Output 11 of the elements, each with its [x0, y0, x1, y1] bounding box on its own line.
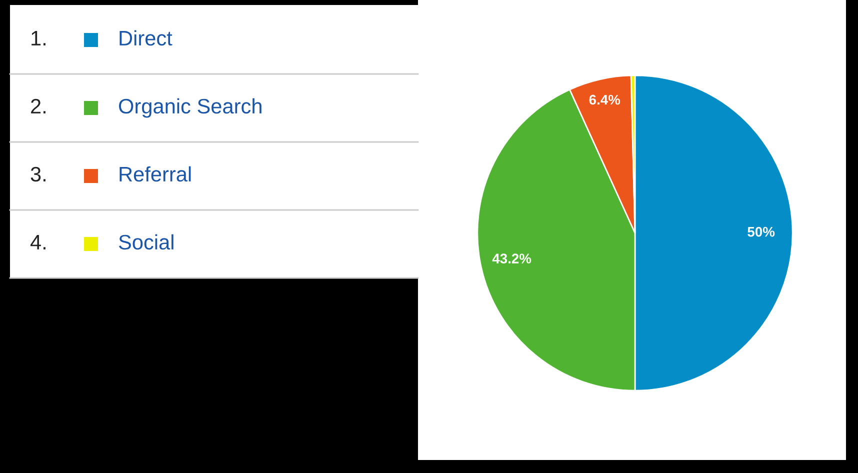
text: 1. — [32, 31, 46, 46]
text: 3. — [30, 166, 46, 182]
legend-label: Organic Search — [118, 98, 262, 118]
legend-label: Referral — [120, 166, 191, 182]
data-label: 6.4% — [589, 94, 620, 105]
legend-label: Social — [118, 234, 174, 250]
text: 2. — [31, 98, 46, 114]
text: 4. — [30, 235, 46, 250]
legend-label: Direct — [120, 30, 172, 46]
data-label: 50% — [748, 226, 775, 237]
data-label: 43.2% — [492, 254, 532, 264]
